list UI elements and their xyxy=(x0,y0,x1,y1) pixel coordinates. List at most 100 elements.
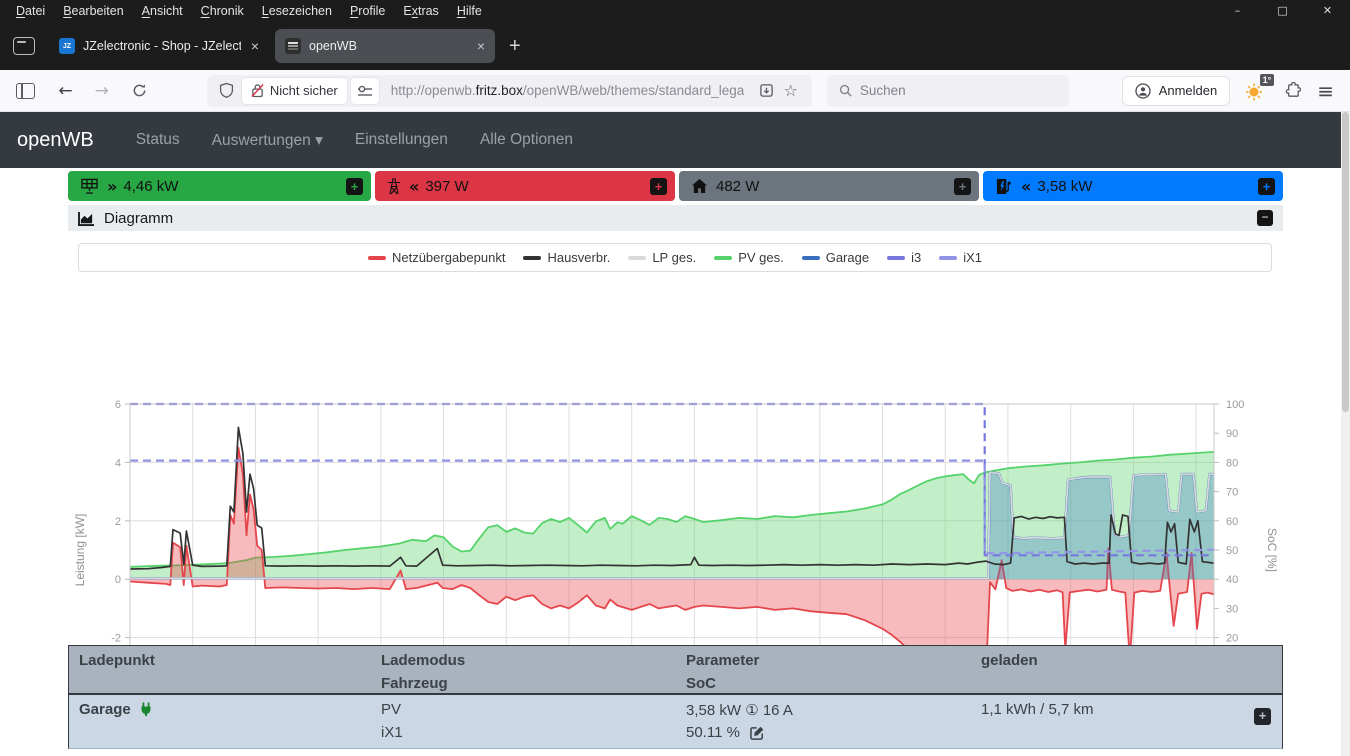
nav-item-status[interactable]: Status xyxy=(136,131,180,150)
charge-power-badge[interactable]: « 3,58 kW + xyxy=(983,171,1283,201)
security-chip[interactable]: Nicht sicher xyxy=(242,78,347,104)
svg-text:4: 4 xyxy=(115,457,121,469)
svg-text:-2: -2 xyxy=(111,633,121,645)
tab-jzelectronic[interactable]: JZ JZelectronic - Shop - JZelectron × xyxy=(49,29,269,63)
nav-item-alle-optionen[interactable]: Alle Optionen xyxy=(480,131,573,150)
svg-text:6: 6 xyxy=(115,399,121,411)
hamburger-menu-icon[interactable]: ≡ xyxy=(1317,79,1334,103)
flow-right-icon: » xyxy=(107,177,117,196)
tab-close-icon[interactable]: × xyxy=(251,38,259,54)
legend-label: LP ges. xyxy=(652,250,696,265)
search-bar[interactable]: Suchen xyxy=(827,75,1069,107)
scrollbar-thumb[interactable] xyxy=(1342,112,1349,412)
legend-item-pv-ges-[interactable]: PV ges. xyxy=(714,250,784,265)
url-text[interactable]: http://openwb.fritz.box/openWB/web/theme… xyxy=(391,83,744,98)
legend-swatch xyxy=(802,256,820,260)
chart-legend: Netzübergabepunkt Hausverbr. LP ges. PV ges… xyxy=(78,243,1272,272)
parameter-value: 3,58 kW ① 16 A xyxy=(686,701,793,719)
house-power-value: 482 W xyxy=(716,178,759,195)
lademodus-value: PV xyxy=(381,701,401,718)
menu-extras[interactable]: Extras xyxy=(395,2,446,20)
house-expand-button[interactable]: + xyxy=(954,178,971,195)
house-power-badge[interactable]: 482 W + xyxy=(679,171,979,201)
legend-item-garage[interactable]: Garage xyxy=(802,250,869,265)
weather-extension-icon[interactable]: 1° xyxy=(1244,81,1264,101)
menu-bar: DateiBearbeitenAnsichtChronikLesezeichen… xyxy=(0,2,490,20)
collapse-panel-button[interactable]: − xyxy=(1257,210,1273,226)
permissions-chip[interactable] xyxy=(351,78,379,104)
area-chart-icon xyxy=(78,211,95,226)
window-maximize-button[interactable]: □ xyxy=(1260,0,1305,22)
header-lademodus: Lademodus xyxy=(381,652,465,669)
sidebar-toggle-icon[interactable] xyxy=(16,83,35,99)
solar-panel-icon xyxy=(80,178,99,194)
charge-power-value: 3,58 kW xyxy=(1037,178,1092,195)
charge-expand-button[interactable]: + xyxy=(1258,178,1275,195)
tab-close-icon[interactable]: × xyxy=(477,38,485,54)
legend-label: Hausverbr. xyxy=(547,250,610,265)
reload-icon[interactable] xyxy=(132,83,147,98)
pv-expand-button[interactable]: + xyxy=(346,178,363,195)
new-tab-button[interactable]: + xyxy=(509,35,521,58)
legend-swatch xyxy=(939,256,957,260)
extensions-puzzle-icon[interactable] xyxy=(1284,82,1301,99)
bookmark-star-icon[interactable]: ☆ xyxy=(784,81,798,100)
pv-power-badge[interactable]: » 4,46 kW + xyxy=(68,171,371,201)
tab-openwb[interactable]: openWB × xyxy=(275,29,495,63)
charging-station-icon xyxy=(995,178,1013,195)
nav-item-einstellungen[interactable]: Einstellungen xyxy=(355,131,448,150)
legend-swatch xyxy=(714,256,732,260)
row-expand-button[interactable]: + xyxy=(1254,708,1271,725)
save-page-icon[interactable] xyxy=(759,83,774,98)
window-close-button[interactable]: ✕ xyxy=(1305,0,1350,22)
svg-text:60: 60 xyxy=(1226,516,1238,528)
shield-icon[interactable] xyxy=(219,82,234,99)
legend-label: Netzübergabepunkt xyxy=(392,250,505,265)
plug-connected-icon xyxy=(140,702,152,716)
svg-text:90: 90 xyxy=(1226,428,1238,440)
extension-badge: 1° xyxy=(1260,74,1275,86)
grid-power-badge[interactable]: « 397 W + xyxy=(375,171,675,201)
svg-text:0: 0 xyxy=(115,574,121,586)
legend-swatch xyxy=(368,256,386,260)
svg-text:40: 40 xyxy=(1226,574,1238,586)
legend-label: Garage xyxy=(826,250,869,265)
svg-text:2: 2 xyxy=(115,516,121,528)
legend-item-lp-ges-[interactable]: LP ges. xyxy=(628,250,696,265)
legend-item-netz-bergabepunkt[interactable]: Netzübergabepunkt xyxy=(368,250,505,265)
menu-lesezeichen[interactable]: Lesezeichen xyxy=(254,2,340,20)
grid-expand-button[interactable]: + xyxy=(650,178,667,195)
menu-chronik[interactable]: Chronik xyxy=(193,2,252,20)
signin-button[interactable]: Anmelden xyxy=(1122,76,1231,106)
menu-bearbeiten[interactable]: Bearbeiten xyxy=(55,2,131,20)
menu-datei[interactable]: Datei xyxy=(8,2,53,20)
svg-text:80: 80 xyxy=(1226,457,1238,469)
menu-profile[interactable]: Profile xyxy=(342,2,393,20)
url-bar[interactable]: Nicht sicher http://openwb.fritz.box/ope… xyxy=(207,75,812,107)
openwb-brand[interactable]: openWB xyxy=(17,129,94,152)
soc-value: 50.11 % xyxy=(686,724,765,741)
legend-item-i3[interactable]: i3 xyxy=(887,250,921,265)
legend-item-hausverbr-[interactable]: Hausverbr. xyxy=(523,250,610,265)
window-minimize-button[interactable]: – xyxy=(1215,0,1260,22)
legend-label: iX1 xyxy=(963,250,982,265)
chargepoint-table-header: Ladepunkt Lademodus Fahrzeug Parameter S… xyxy=(68,645,1283,695)
legend-item-ix1[interactable]: iX1 xyxy=(939,250,982,265)
back-icon[interactable]: ← xyxy=(58,81,72,101)
chargepoint-row-garage: Garage PV iX1 3,58 kW ① 16 A 50.11 % 1,1… xyxy=(68,695,1283,749)
navigation-toolbar: ← → Nicht sicher http://openwb.fritz.box… xyxy=(0,70,1350,112)
tab-bar: JZ JZelectronic - Shop - JZelectron × op… xyxy=(0,22,1350,70)
openwb-favicon-icon xyxy=(285,38,301,54)
menu-ansicht[interactable]: Ansicht xyxy=(134,2,191,20)
tab-title: JZelectronic - Shop - JZelectron xyxy=(83,39,241,53)
phase-count-icon: ① xyxy=(745,701,758,719)
nav-item-auswertungen[interactable]: Auswertungen ▾ xyxy=(212,131,323,150)
firefox-view-icon[interactable] xyxy=(13,37,35,55)
page-scrollbar[interactable] xyxy=(1341,112,1350,756)
jz-favicon-icon: JZ xyxy=(59,38,75,54)
diagram-panel-header: Diagramm − xyxy=(68,205,1283,231)
edit-soc-icon[interactable] xyxy=(750,725,765,740)
pv-power-value: 4,46 kW xyxy=(123,178,178,195)
menu-hilfe[interactable]: Hilfe xyxy=(449,2,490,20)
tab-title: openWB xyxy=(309,39,357,53)
